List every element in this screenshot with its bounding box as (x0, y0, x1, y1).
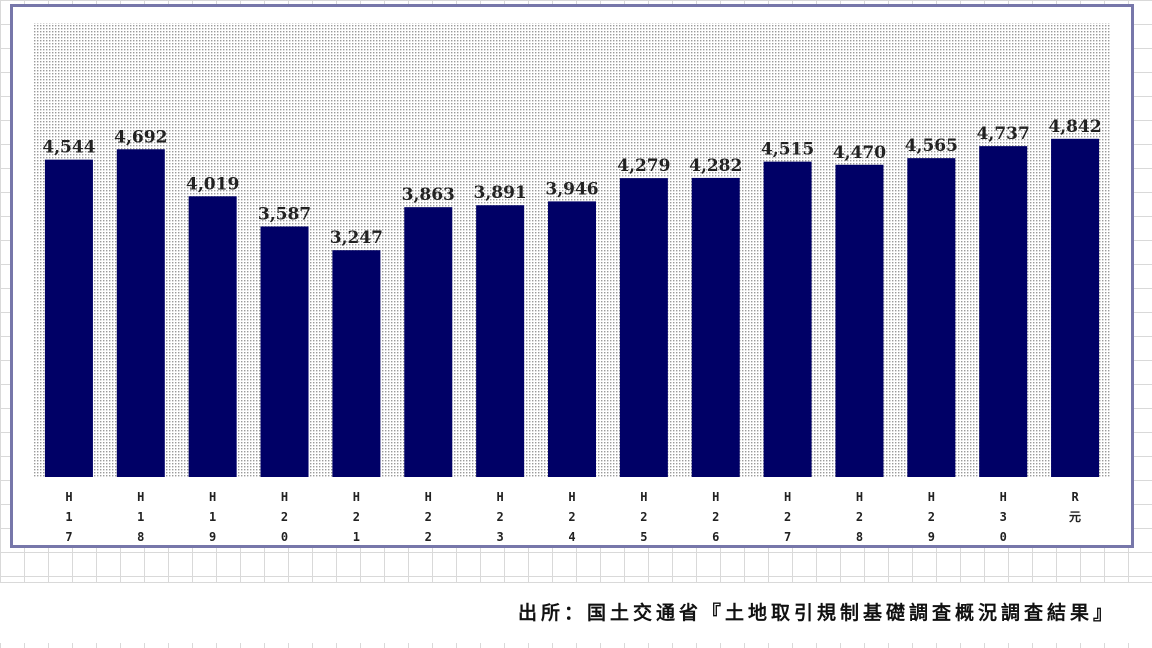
bar-H19 (188, 196, 237, 477)
tick-label-H25-1: 2 (640, 510, 647, 524)
value-label-H17: 4,544 (42, 138, 95, 158)
value-label-H29: 4,565 (905, 136, 958, 156)
tick-label-H24-0: H (568, 490, 575, 504)
bar-H20 (260, 226, 309, 477)
tick-label-H21-0: H (353, 490, 360, 504)
value-label-H21: 3,247 (330, 228, 383, 248)
value-label-H27: 4,515 (761, 140, 814, 160)
bar-H17 (44, 159, 93, 477)
tick-label-R元-0: R (1071, 490, 1079, 504)
bar-H26 (691, 177, 740, 477)
tick-label-H28-1: 2 (856, 510, 863, 524)
bar-H29 (907, 158, 956, 477)
source-note: 出所：国土交通省『土地取引規制基礎調査概況調査結果』 (517, 602, 1116, 624)
tick-label-H30-2: 0 (1000, 530, 1007, 544)
tick-label-H22-2: 2 (425, 530, 432, 544)
bar-H23 (476, 205, 525, 477)
bar-H30 (979, 146, 1028, 477)
tick-label-H25-2: 5 (640, 530, 647, 544)
tick-label-H18-2: 8 (137, 530, 144, 544)
tick-label-H29-2: 9 (928, 530, 935, 544)
bar-H25 (619, 178, 668, 478)
tick-label-R元-1: 元 (1069, 510, 1081, 524)
tick-label-H19-2: 9 (209, 530, 216, 544)
value-label-H28: 4,470 (833, 143, 886, 163)
bar-H28 (835, 164, 884, 477)
tick-label-H20-0: H (281, 490, 288, 504)
tick-label-H24-1: 2 (568, 510, 575, 524)
tick-label-H21-1: 2 (353, 510, 360, 524)
tick-label-H19-0: H (209, 490, 216, 504)
tick-label-H18-0: H (137, 490, 144, 504)
value-label-H20: 3,587 (258, 204, 311, 224)
tick-label-H18-1: 1 (137, 510, 144, 524)
tick-label-H27-2: 7 (784, 530, 791, 544)
value-label-H22: 3,863 (402, 185, 455, 205)
bar-chart: 4,544 4,692 4,019 3,587 3,247 3,863 3,891 3,946… (33, 23, 1111, 544)
value-label-H18: 4,692 (114, 127, 167, 147)
tick-label-H26-2: 6 (712, 530, 719, 544)
tick-label-H23-2: 3 (497, 530, 504, 544)
tick-label-H27-1: 2 (784, 510, 791, 524)
tick-label-H19-1: 1 (209, 510, 216, 524)
tick-label-H30-0: H (1000, 490, 1007, 504)
tick-label-H22-1: 2 (425, 510, 432, 524)
tick-label-H22-0: H (425, 490, 432, 504)
bar-H22 (404, 207, 453, 477)
tick-label-H23-0: H (497, 490, 504, 504)
value-label-H24: 3,946 (545, 179, 598, 199)
chart-frame: 新 4,5444,6924,0193,5873,2473,8633,8913,9… (10, 4, 1134, 548)
bar-H24 (548, 201, 596, 477)
bar-H18 (116, 149, 165, 477)
tick-label-H25-0: H (640, 490, 647, 504)
value-label-R元: 4,842 (1048, 117, 1101, 137)
tick-label-H28-2: 8 (856, 530, 863, 544)
tick-label-H29-0: H (928, 490, 935, 504)
value-label-H23: 3,891 (474, 183, 527, 203)
tick-label-H29-1: 2 (928, 510, 935, 524)
footer-band (0, 582, 1152, 643)
tick-label-H23-1: 2 (497, 510, 504, 524)
tick-label-H17-2: 7 (65, 530, 72, 544)
value-label-H25: 4,279 (617, 156, 670, 176)
tick-label-H17-0: H (65, 490, 72, 504)
tick-label-H20-1: 2 (281, 510, 288, 524)
value-label-H26: 4,282 (689, 156, 742, 176)
tick-label-H26-0: H (712, 490, 719, 504)
value-label-H19: 4,019 (186, 174, 239, 194)
tick-label-H17-1: 1 (65, 510, 72, 524)
tick-label-H28-0: H (856, 490, 863, 504)
tick-label-H27-0: H (784, 490, 791, 504)
tick-label-H26-1: 2 (712, 510, 719, 524)
bar-H27 (763, 161, 812, 477)
bar-R元 (1051, 138, 1100, 477)
tick-label-H30-1: 3 (1000, 510, 1007, 524)
tick-label-H24-2: 4 (568, 530, 575, 544)
bar-H21 (332, 250, 381, 477)
value-label-H30: 4,737 (977, 124, 1030, 144)
tick-label-H20-2: 0 (281, 530, 288, 544)
tick-label-H21-2: 1 (353, 530, 360, 544)
